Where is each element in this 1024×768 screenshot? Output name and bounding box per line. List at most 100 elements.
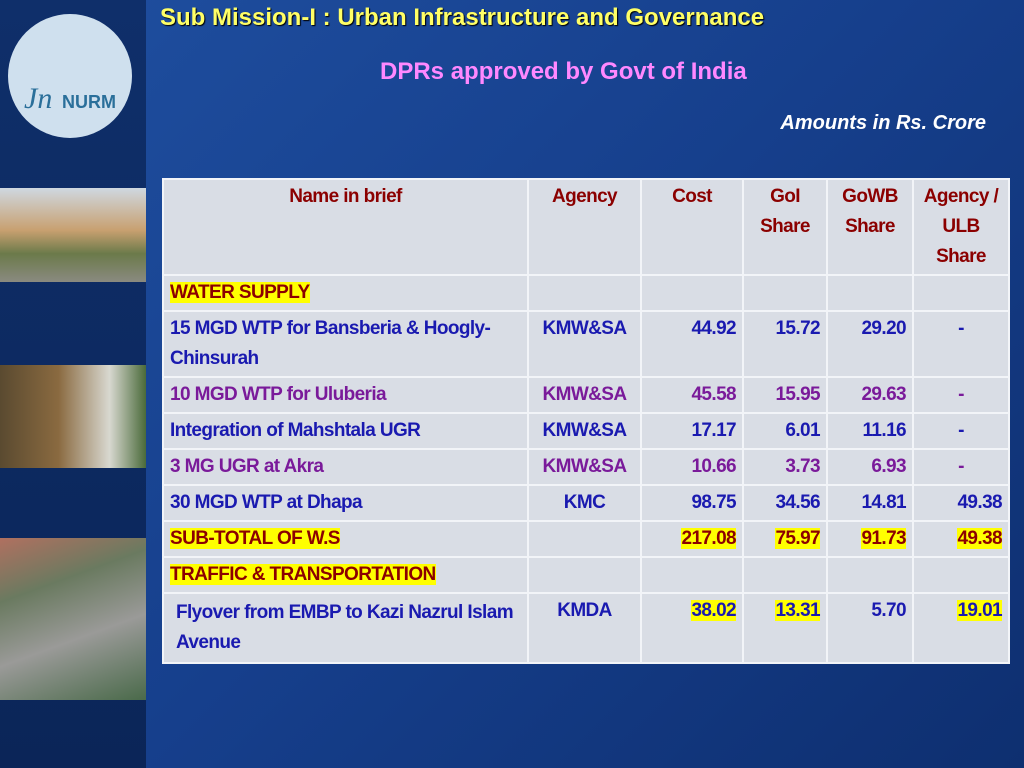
cell-text: 49.38 — [957, 528, 1003, 549]
cell-text: 6.01 — [785, 420, 820, 441]
table-cell: 91.73 — [826, 520, 914, 558]
table-cell: 6.01 — [742, 412, 828, 450]
column-header: GoWB Share — [826, 178, 914, 276]
cell-text: 10.66 — [691, 456, 736, 477]
table-cell: KMW&SA — [527, 448, 642, 486]
cell-text: 11.16 — [862, 420, 907, 441]
table-cell: 30 MGD WTP at Dhapa — [162, 484, 529, 522]
table-cell: 49.38 — [912, 484, 1010, 522]
table-cell: 10.66 — [640, 448, 744, 486]
table-cell: 75.97 — [742, 520, 828, 558]
table-row: WATER SUPPLY — [162, 274, 1010, 312]
cell-text: - — [958, 384, 964, 405]
logo-text: NURM — [62, 92, 116, 112]
table-cell: 44.92 — [640, 310, 744, 378]
table-cell — [912, 556, 1010, 594]
table-cell: 3.73 — [742, 448, 828, 486]
table-cell: KMC — [527, 484, 642, 522]
table-cell: 15 MGD WTP for Bansberia & Hoogly-Chinsu… — [162, 310, 529, 378]
table-cell: 29.63 — [826, 376, 914, 414]
cell-text: 6.93 — [871, 456, 906, 477]
table-cell: KMDA — [527, 592, 642, 664]
cell-text: 45.58 — [691, 384, 736, 405]
table-cell: 29.20 — [826, 310, 914, 378]
table-cell — [826, 274, 914, 312]
table-row: TRAFFIC & TRANSPORTATION — [162, 556, 1010, 594]
cell-text: SUB-TOTAL OF W.S — [170, 528, 340, 549]
table-cell — [912, 274, 1010, 312]
cell-text: - — [958, 456, 964, 477]
table-cell: 3 MG UGR at Akra — [162, 448, 529, 486]
table-cell: KMW&SA — [527, 376, 642, 414]
cell-text: 30 MGD WTP at Dhapa — [170, 492, 363, 513]
table-cell: 14.81 — [826, 484, 914, 522]
section-label: TRAFFIC & TRANSPORTATION — [170, 564, 436, 585]
cell-text: 49.38 — [957, 492, 1002, 513]
column-header: Agency — [527, 178, 642, 276]
column-header: Agency / ULB Share — [912, 178, 1010, 276]
cell-text: 29.20 — [861, 318, 906, 339]
table-cell: 45.58 — [640, 376, 744, 414]
table-cell: 11.16 — [826, 412, 914, 450]
table: Name in brief Agency Cost GoI Share GoWB Sha… — [162, 178, 1010, 664]
table-cell — [527, 520, 642, 558]
table-row: Flyover from EMBP to Kazi Nazrul Islam A… — [162, 592, 1010, 664]
table-cell: Flyover from EMBP to Kazi Nazrul Islam A… — [162, 592, 529, 664]
table-cell: 15.72 — [742, 310, 828, 378]
table-row: 3 MG UGR at Akra KMW&SA 10.66 3.73 6.93 - — [162, 448, 1010, 486]
cell-text: 44.92 — [691, 318, 736, 339]
cell-text: KMW&SA — [542, 456, 628, 477]
cell-text: 13.31 — [775, 600, 821, 621]
table-row: SUB-TOTAL OF W.S 217.08 75.97 91.73 49.38 — [162, 520, 1010, 558]
logo: Jn NURM — [8, 14, 132, 138]
table-cell: - — [912, 448, 1010, 486]
cell-text: 3 MG UGR at Akra — [170, 456, 324, 477]
cell-text: 98.75 — [691, 492, 736, 513]
table-cell: 5.70 — [826, 592, 914, 664]
table-cell: 13.31 — [742, 592, 828, 664]
table-cell: 38.02 — [640, 592, 744, 664]
cell-text: 5.70 — [871, 600, 906, 621]
table-cell: - — [912, 310, 1010, 378]
cell-text: 10 MGD WTP for Uluberia — [170, 384, 387, 405]
table-cell: 34.56 — [742, 484, 828, 522]
cell-text: 15 MGD WTP for Bansberia & Hoogly-Chinsu… — [170, 318, 491, 369]
table-cell: 17.17 — [640, 412, 744, 450]
cell-text: KMDA — [557, 600, 612, 621]
table-cell: TRAFFIC & TRANSPORTATION — [162, 556, 529, 594]
cell-text: - — [958, 420, 964, 441]
cell-text: 14.81 — [861, 492, 906, 513]
table-cell — [742, 274, 828, 312]
cell-text: 15.72 — [775, 318, 820, 339]
cell-text: 17.17 — [691, 420, 736, 441]
table-cell: WATER SUPPLY — [162, 274, 529, 312]
cell-text: 38.02 — [691, 600, 737, 621]
section-label: WATER SUPPLY — [170, 282, 310, 303]
table-cell: Integration of Mahshtala UGR — [162, 412, 529, 450]
cell-text: KMW&SA — [542, 318, 628, 339]
table-cell: 49.38 — [912, 520, 1010, 558]
photo — [0, 538, 146, 700]
table-cell: - — [912, 412, 1010, 450]
units-note: Amounts in Rs. Crore — [780, 112, 986, 134]
table-row: 15 MGD WTP for Bansberia & Hoogly-Chinsu… — [162, 310, 1010, 378]
table-row: 10 MGD WTP for Uluberia KMW&SA 45.58 15.95 2… — [162, 376, 1010, 414]
cell-text: KMW&SA — [542, 420, 628, 441]
table-cell: 98.75 — [640, 484, 744, 522]
cell-text: 75.97 — [775, 528, 821, 549]
table-cell: 6.93 — [826, 448, 914, 486]
column-header: Cost — [640, 178, 744, 276]
cell-text: 29.63 — [861, 384, 906, 405]
table-cell — [527, 274, 642, 312]
cell-text: Integration of Mahshtala UGR — [170, 420, 421, 441]
table-cell: SUB-TOTAL OF W.S — [162, 520, 529, 558]
cell-text: 19.01 — [957, 600, 1003, 621]
cell-text: 91.73 — [861, 528, 907, 549]
table-cell: 15.95 — [742, 376, 828, 414]
cell-text: 217.08 — [681, 528, 737, 549]
table-row: 30 MGD WTP at Dhapa KMC 98.75 34.56 14.81 49.… — [162, 484, 1010, 522]
table-cell: 217.08 — [640, 520, 744, 558]
table-cell — [742, 556, 828, 594]
title: Sub Mission-I : Urban Infrastructure and… — [160, 4, 765, 31]
